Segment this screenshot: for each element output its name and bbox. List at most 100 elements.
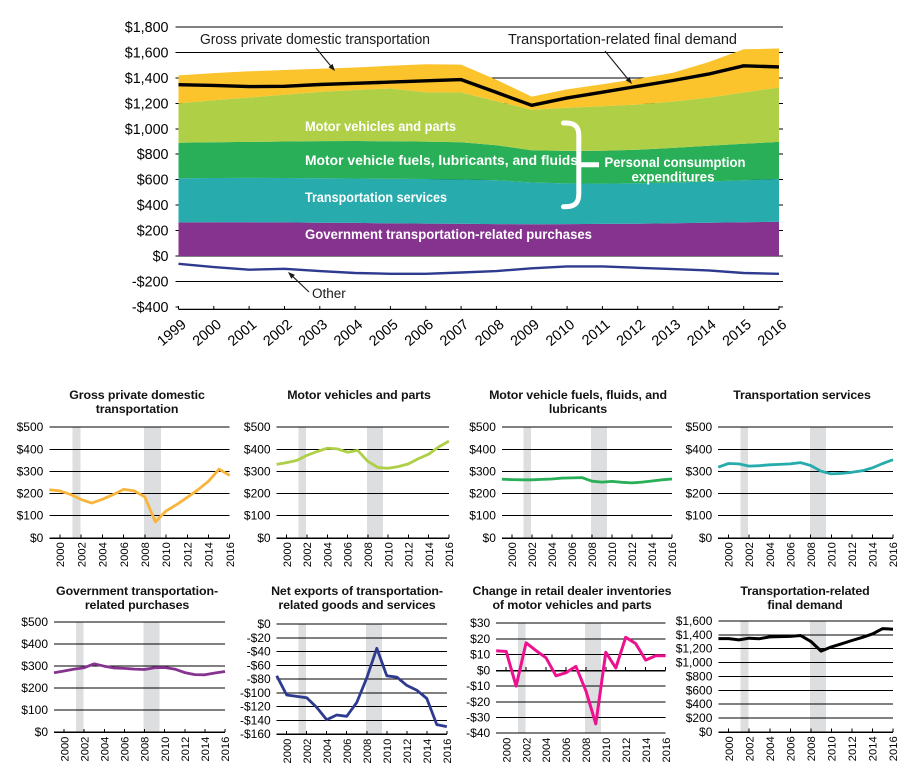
svg-text:Government transportation-rela: Government transportation-related purcha… bbox=[305, 227, 592, 242]
svg-text:$0: $0 bbox=[477, 663, 491, 677]
svg-text:-$160: -$160 bbox=[240, 727, 271, 741]
svg-text:2006: 2006 bbox=[567, 542, 579, 567]
svg-text:2000: 2000 bbox=[59, 737, 71, 762]
svg-text:2014: 2014 bbox=[641, 738, 653, 763]
svg-text:$0: $0 bbox=[153, 249, 169, 265]
svg-text:2006: 2006 bbox=[785, 542, 797, 567]
svg-text:2016: 2016 bbox=[888, 736, 900, 761]
svg-text:-$10: -$10 bbox=[466, 679, 490, 693]
svg-text:2000: 2000 bbox=[724, 736, 736, 761]
svg-text:-$40: -$40 bbox=[466, 726, 490, 740]
svg-text:Net exports of transportation-: Net exports of transportation- bbox=[271, 584, 443, 598]
svg-text:$200: $200 bbox=[21, 681, 48, 695]
svg-text:2014: 2014 bbox=[204, 542, 216, 567]
svg-text:-$20: -$20 bbox=[466, 695, 490, 709]
svg-text:2016: 2016 bbox=[220, 737, 232, 762]
svg-text:$400: $400 bbox=[244, 442, 271, 456]
svg-text:transportation: transportation bbox=[96, 402, 179, 416]
svg-text:-$120: -$120 bbox=[240, 700, 271, 714]
svg-text:$100: $100 bbox=[17, 509, 44, 523]
svg-text:-$60: -$60 bbox=[247, 659, 271, 673]
svg-text:2010: 2010 bbox=[607, 542, 619, 567]
svg-text:$500: $500 bbox=[17, 420, 44, 434]
svg-text:2010: 2010 bbox=[601, 738, 613, 763]
svg-text:2000: 2000 bbox=[55, 542, 67, 567]
svg-text:2002: 2002 bbox=[521, 738, 533, 763]
svg-text:Gross private domestic: Gross private domestic bbox=[69, 388, 205, 402]
svg-text:2008: 2008 bbox=[140, 542, 152, 567]
svg-text:2002: 2002 bbox=[76, 542, 88, 567]
svg-text:-$30: -$30 bbox=[466, 711, 490, 725]
svg-text:2006: 2006 bbox=[561, 738, 573, 763]
svg-text:Gross private domestic transpo: Gross private domestic transportation bbox=[200, 32, 430, 48]
svg-text:$1,600: $1,600 bbox=[125, 46, 169, 62]
svg-text:$0: $0 bbox=[699, 531, 713, 545]
svg-text:2006: 2006 bbox=[120, 737, 132, 762]
svg-text:$0: $0 bbox=[35, 725, 49, 739]
svg-text:2014: 2014 bbox=[200, 737, 212, 762]
svg-text:2010: 2010 bbox=[160, 737, 172, 762]
svg-text:Transportation-related final d: Transportation-related final demand bbox=[508, 32, 737, 48]
svg-text:Transportation services: Transportation services bbox=[733, 388, 871, 402]
svg-text:$300: $300 bbox=[685, 464, 712, 478]
svg-text:2016: 2016 bbox=[661, 738, 673, 763]
svg-text:$200: $200 bbox=[685, 487, 712, 501]
svg-text:Government transportation-: Government transportation- bbox=[56, 584, 218, 598]
svg-text:Motor vehicles and parts: Motor vehicles and parts bbox=[287, 388, 431, 402]
svg-text:2000: 2000 bbox=[507, 542, 519, 567]
svg-text:$300: $300 bbox=[17, 464, 44, 478]
svg-text:2004: 2004 bbox=[541, 738, 553, 763]
svg-text:2008: 2008 bbox=[587, 542, 599, 567]
svg-text:2004: 2004 bbox=[322, 739, 334, 764]
svg-text:-$20: -$20 bbox=[247, 631, 271, 645]
svg-text:$0: $0 bbox=[699, 725, 713, 739]
svg-text:$1,600: $1,600 bbox=[676, 614, 713, 628]
svg-text:2006: 2006 bbox=[786, 736, 798, 761]
svg-text:$400: $400 bbox=[469, 442, 496, 456]
svg-text:2004: 2004 bbox=[323, 542, 335, 567]
svg-text:2016: 2016 bbox=[667, 542, 679, 567]
svg-text:-$40: -$40 bbox=[247, 645, 271, 659]
svg-text:$200: $200 bbox=[244, 487, 271, 501]
svg-text:2004: 2004 bbox=[98, 542, 110, 567]
svg-text:2016: 2016 bbox=[888, 542, 900, 567]
svg-text:$300: $300 bbox=[244, 464, 271, 478]
svg-text:2002: 2002 bbox=[302, 739, 314, 764]
svg-text:2012: 2012 bbox=[621, 738, 633, 763]
svg-text:$20: $20 bbox=[470, 632, 490, 646]
svg-text:$400: $400 bbox=[21, 637, 48, 651]
svg-text:2014: 2014 bbox=[868, 542, 880, 567]
svg-text:$0: $0 bbox=[257, 531, 271, 545]
svg-text:2004: 2004 bbox=[547, 542, 559, 567]
svg-text:$30: $30 bbox=[470, 616, 490, 630]
svg-text:$0: $0 bbox=[257, 617, 271, 631]
svg-text:-$80: -$80 bbox=[247, 672, 271, 686]
svg-text:-$100: -$100 bbox=[240, 686, 271, 700]
svg-text:2016: 2016 bbox=[444, 542, 456, 567]
svg-text:lubricants: lubricants bbox=[549, 402, 607, 416]
svg-text:Other: Other bbox=[312, 286, 346, 301]
svg-text:$1,400: $1,400 bbox=[676, 628, 713, 642]
svg-text:2004: 2004 bbox=[765, 736, 777, 761]
svg-text:$1,800: $1,800 bbox=[125, 20, 169, 36]
svg-text:$10: $10 bbox=[470, 648, 490, 662]
svg-text:2008: 2008 bbox=[140, 737, 152, 762]
svg-text:2002: 2002 bbox=[79, 737, 91, 762]
svg-text:2000: 2000 bbox=[282, 542, 294, 567]
svg-text:$200: $200 bbox=[137, 224, 169, 240]
svg-text:2006: 2006 bbox=[119, 542, 131, 567]
svg-text:$100: $100 bbox=[685, 509, 712, 523]
svg-text:2012: 2012 bbox=[404, 542, 416, 567]
svg-text:Transportation services: Transportation services bbox=[305, 190, 447, 205]
svg-text:Personal consumption: Personal consumption bbox=[605, 155, 746, 170]
svg-text:2012: 2012 bbox=[183, 542, 195, 567]
svg-text:$600: $600 bbox=[686, 683, 713, 697]
svg-text:$400: $400 bbox=[17, 442, 44, 456]
svg-text:$0: $0 bbox=[483, 531, 497, 545]
svg-text:Change in retail dealer invent: Change in retail dealer inventories bbox=[473, 584, 672, 598]
svg-text:$500: $500 bbox=[685, 420, 712, 434]
svg-text:Motor vehicle fuels, lubricant: Motor vehicle fuels, lubricants, and flu… bbox=[305, 153, 578, 168]
svg-text:2008: 2008 bbox=[806, 542, 818, 567]
svg-text:2010: 2010 bbox=[382, 739, 394, 764]
svg-text:$200: $200 bbox=[686, 711, 713, 725]
